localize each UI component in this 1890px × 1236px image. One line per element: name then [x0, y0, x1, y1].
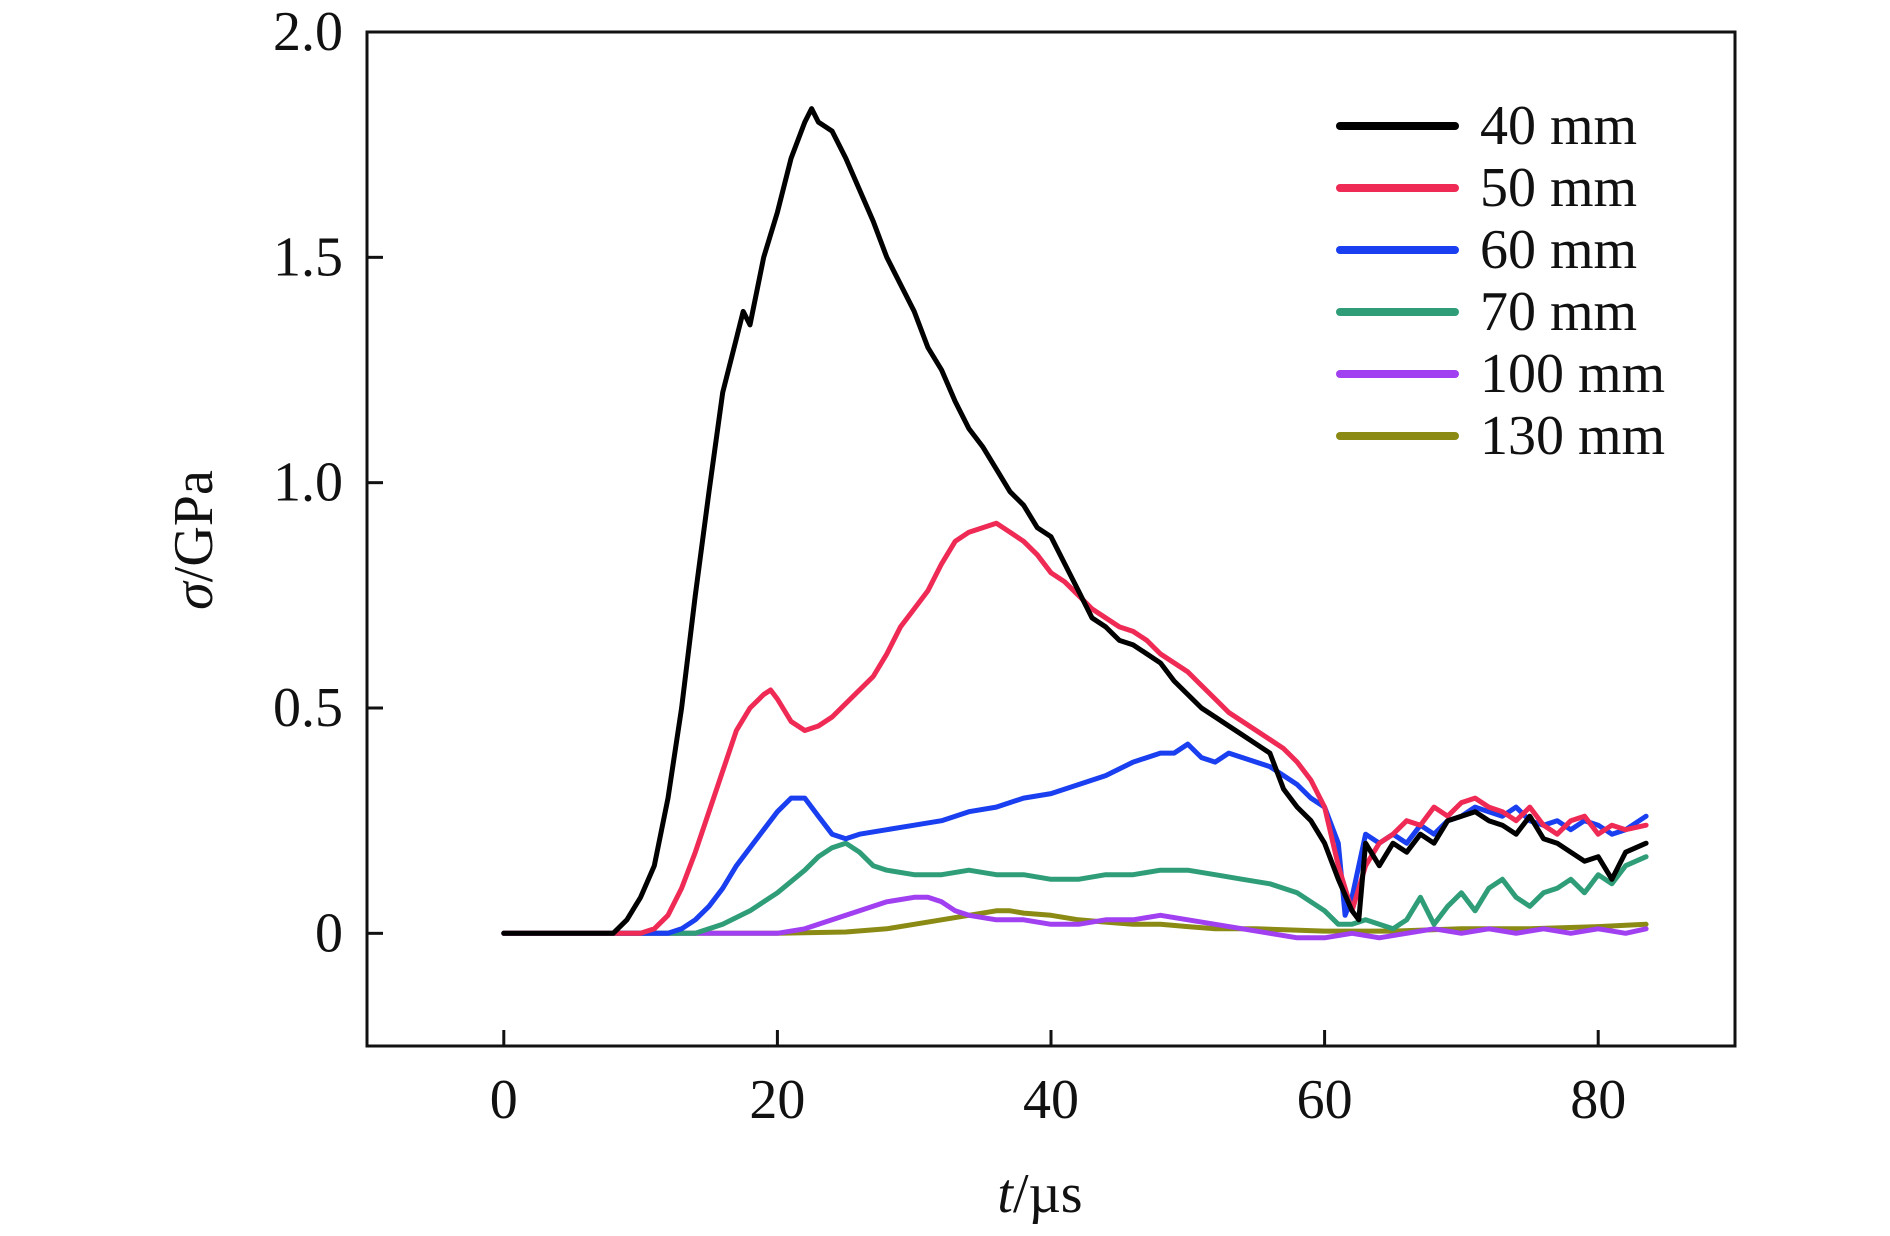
y-axis-ticks: 0 0.5 1.0 1.5 2.0	[273, 1, 383, 964]
legend-label: 70 mm	[1480, 281, 1637, 343]
legend-label: 100 mm	[1480, 343, 1665, 405]
legend-label: 130 mm	[1480, 405, 1665, 467]
y-tick-label: 2.0	[273, 1, 343, 63]
series-line	[501, 840, 1649, 936]
y-tick-label: 1.0	[273, 452, 343, 514]
series-line	[501, 520, 1649, 936]
series-line	[501, 894, 1649, 941]
x-axis-unit: /µs	[1013, 1163, 1083, 1225]
legend-label: 50 mm	[1480, 157, 1637, 219]
y-tick-label: 0.5	[273, 677, 343, 739]
x-axis-ticks: 0 20 40 60 80	[490, 1030, 1626, 1131]
legend-label: 40 mm	[1480, 95, 1637, 157]
x-tick-label: 0	[490, 1069, 518, 1131]
legend-label: 60 mm	[1480, 219, 1637, 281]
y-axis-unit: /GPa	[163, 470, 225, 582]
y-axis-title: σ/GPa	[163, 470, 225, 610]
y-tick-label: 0	[315, 902, 343, 964]
y-tick-label: 1.5	[273, 226, 343, 288]
series-line	[501, 106, 1649, 936]
x-axis-variable: t	[997, 1163, 1014, 1225]
series-layer	[501, 106, 1649, 941]
x-tick-label: 20	[749, 1069, 805, 1131]
y-axis-variable: σ	[163, 580, 225, 610]
x-axis-title: t/µs	[997, 1163, 1082, 1225]
x-tick-label: 80	[1570, 1069, 1626, 1131]
x-tick-label: 40	[1023, 1069, 1079, 1131]
series-line	[501, 741, 1649, 936]
x-tick-label: 60	[1297, 1069, 1353, 1131]
